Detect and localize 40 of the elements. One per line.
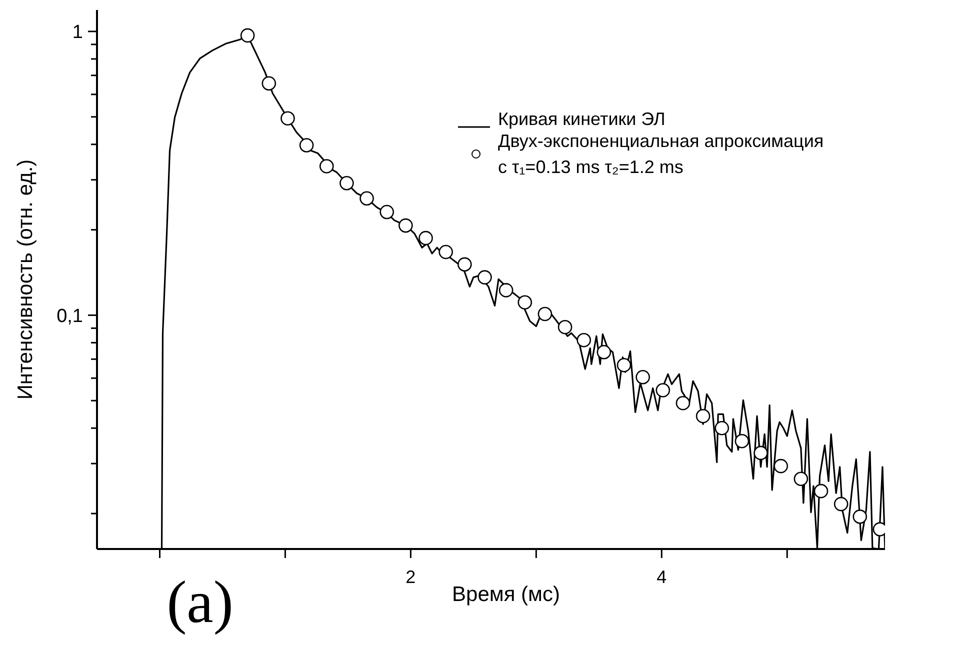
x-axis-title: Время (мс) xyxy=(452,583,560,606)
point xyxy=(596,344,612,360)
point xyxy=(656,383,670,398)
point xyxy=(498,283,514,298)
y-tick-label: 1 xyxy=(72,22,83,44)
point xyxy=(299,138,314,152)
point xyxy=(438,244,453,260)
point xyxy=(834,496,848,512)
point xyxy=(340,176,354,190)
point xyxy=(458,257,472,272)
point xyxy=(794,472,808,486)
point xyxy=(319,159,334,174)
point xyxy=(380,204,394,220)
point xyxy=(398,218,413,233)
point xyxy=(636,370,650,384)
point xyxy=(852,510,868,524)
y-tick-label: 0,1 xyxy=(56,306,83,327)
point xyxy=(240,28,255,43)
point xyxy=(280,111,295,126)
x-tick-label: 4 xyxy=(656,567,667,587)
legend-label: Кривая кинетики ЭЛ xyxy=(498,109,666,129)
point xyxy=(676,396,690,410)
point xyxy=(262,76,276,91)
point xyxy=(814,484,828,498)
point xyxy=(518,295,532,310)
point xyxy=(558,320,572,334)
point xyxy=(360,191,374,206)
point xyxy=(616,358,632,372)
x-tick-label: 2 xyxy=(406,567,416,587)
point xyxy=(538,306,552,322)
point xyxy=(478,270,492,284)
point xyxy=(754,446,768,460)
point xyxy=(714,420,730,436)
point xyxy=(696,408,710,424)
point xyxy=(576,332,592,348)
point xyxy=(734,434,750,448)
y-axis-title: Интенсивность (отн. ед.) xyxy=(14,159,37,400)
text: (a) xyxy=(166,569,234,635)
point xyxy=(418,230,433,246)
legend-label: Двух-экспоненциальная апроксимация с τ₁=0.13 ms τ₂=1.2 ms xyxy=(498,131,824,177)
